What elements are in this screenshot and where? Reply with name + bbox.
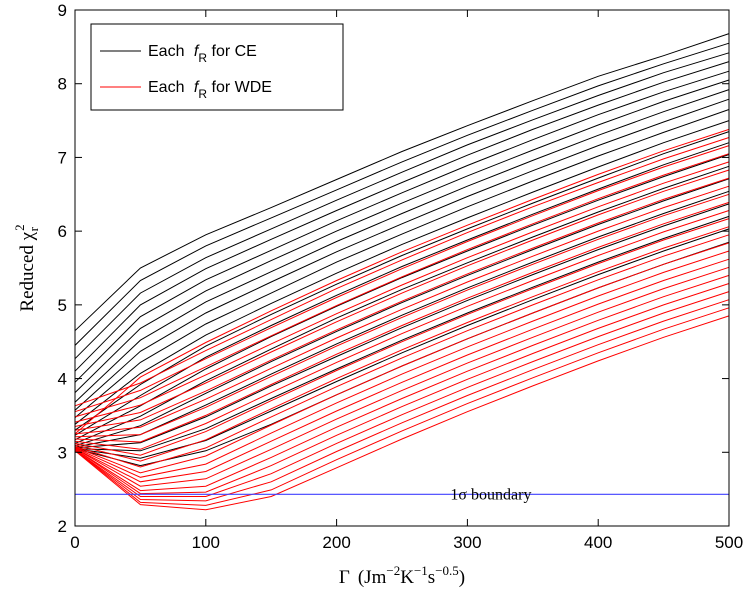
y-axis-title: Reduced χ2r	[12, 224, 41, 311]
wde-line-19	[74, 274, 730, 492]
ce-line-16	[74, 190, 730, 448]
wde-line-23	[74, 307, 730, 506]
ce-line-8	[74, 98, 730, 411]
y-tick-label: 8	[58, 75, 67, 94]
tick-layer: 0 100 200 300 400 500 2 3 4 5 6 7 8 9	[58, 1, 744, 552]
wde-line-10	[74, 201, 730, 443]
y-tick-label: 4	[58, 370, 67, 389]
wde-line-13	[74, 226, 730, 462]
wde-line-7	[74, 177, 730, 431]
legend-entry-wde: Each fR for WDE	[100, 79, 272, 101]
wde-line-18	[74, 266, 730, 487]
wde-line-1	[74, 128, 730, 435]
wde-line-8	[74, 185, 730, 435]
wde-line-24	[74, 315, 730, 511]
plot-frame	[74, 9, 730, 527]
x-tick-label: 0	[70, 533, 79, 552]
wde-line-9	[74, 193, 730, 438]
wde-line-12	[74, 218, 730, 456]
ce-line-18	[74, 215, 730, 452]
legend-label-wde: Each fR for WDE	[148, 79, 272, 101]
wde-line-17	[74, 258, 730, 483]
x-tick-label: 200	[322, 533, 350, 552]
one-sigma-boundary-label: 1σ boundary	[450, 486, 531, 503]
ce-line-10	[74, 120, 730, 425]
wde-line-14	[74, 234, 730, 468]
y-tick-label: 5	[58, 296, 67, 315]
ce-line-6	[74, 79, 730, 393]
ce-line-12	[74, 142, 730, 436]
x-tick-label: 500	[715, 533, 743, 552]
ce-line-7	[74, 89, 730, 403]
ce-line-13	[74, 154, 730, 441]
y-tick-label: 3	[58, 443, 67, 462]
x-axis-title: Γ (Jm−2K−1s−0.5)	[339, 563, 465, 588]
x-tick-label: 300	[453, 533, 481, 552]
wde-line-21	[74, 291, 730, 497]
y-tick-label: 6	[58, 222, 67, 241]
wde-line-16	[74, 250, 730, 478]
ce-line-17	[74, 203, 730, 449]
legend: Each fR for CE Each fR for WDE	[90, 23, 344, 111]
wde-line-4	[74, 153, 730, 418]
wde-line-2	[74, 137, 730, 407]
ce-line-1	[74, 33, 730, 332]
legend-box	[90, 23, 344, 111]
ce-line-11	[74, 131, 730, 431]
wde-line-11	[74, 210, 730, 450]
ce-line-9	[74, 109, 730, 418]
ce-line-2	[74, 42, 730, 346]
wde-line-5	[74, 161, 730, 423]
ce-line-3	[74, 52, 730, 360]
wde-line-3	[74, 145, 730, 413]
x-tick-label: 400	[584, 533, 612, 552]
y-tick-label: 9	[58, 1, 67, 20]
ce-line-15	[74, 178, 730, 447]
wde-line-20	[74, 283, 730, 495]
legend-label-ce: Each fR for CE	[148, 43, 257, 65]
series-layer	[74, 33, 730, 511]
legend-entry-ce: Each fR for CE	[100, 43, 257, 65]
y-tick-label: 7	[58, 148, 67, 167]
series-group-wde	[74, 128, 730, 511]
ce-line-4	[74, 61, 730, 372]
wde-line-6	[74, 169, 730, 427]
ce-line-5	[74, 70, 730, 383]
wde-line-15	[74, 242, 730, 474]
y-tick-label: 2	[58, 517, 67, 536]
x-tick-label: 100	[192, 533, 220, 552]
wde-line-22	[74, 299, 730, 502]
